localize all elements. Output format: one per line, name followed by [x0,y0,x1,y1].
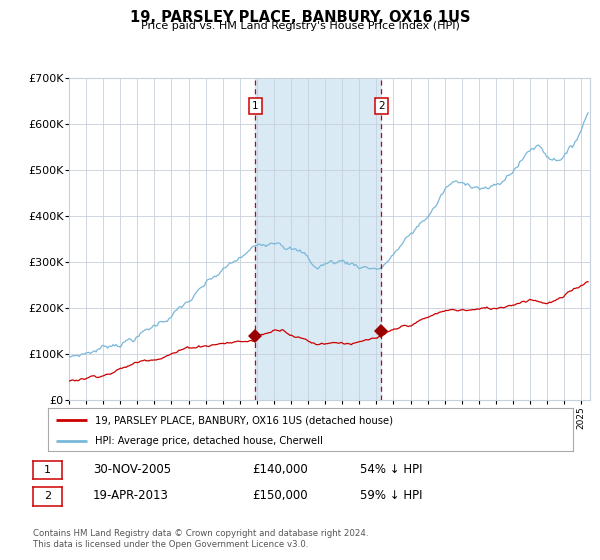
Text: 59% ↓ HPI: 59% ↓ HPI [360,489,422,502]
Text: 54% ↓ HPI: 54% ↓ HPI [360,463,422,476]
Text: 19, PARSLEY PLACE, BANBURY, OX16 1US (detached house): 19, PARSLEY PLACE, BANBURY, OX16 1US (de… [95,415,393,425]
Bar [256,78,382,400]
Text: 30-NOV-2005: 30-NOV-2005 [93,463,171,476]
Text: 19, PARSLEY PLACE, BANBURY, OX16 1US: 19, PARSLEY PLACE, BANBURY, OX16 1US [130,10,470,25]
Text: 19-APR-2013: 19-APR-2013 [93,489,169,502]
Text: £150,000: £150,000 [252,489,308,502]
Text: Contains HM Land Registry data © Crown copyright and database right 2024.
This d: Contains HM Land Registry data © Crown c… [33,529,368,549]
Text: 1: 1 [44,465,51,475]
Text: 1: 1 [252,101,259,111]
Text: Price paid vs. HM Land Registry's House Price Index (HPI): Price paid vs. HM Land Registry's House … [140,21,460,31]
Text: £140,000: £140,000 [252,463,308,476]
Text: HPI: Average price, detached house, Cherwell: HPI: Average price, detached house, Cher… [95,436,323,446]
Text: 2: 2 [378,101,385,111]
Text: 2: 2 [44,492,51,501]
